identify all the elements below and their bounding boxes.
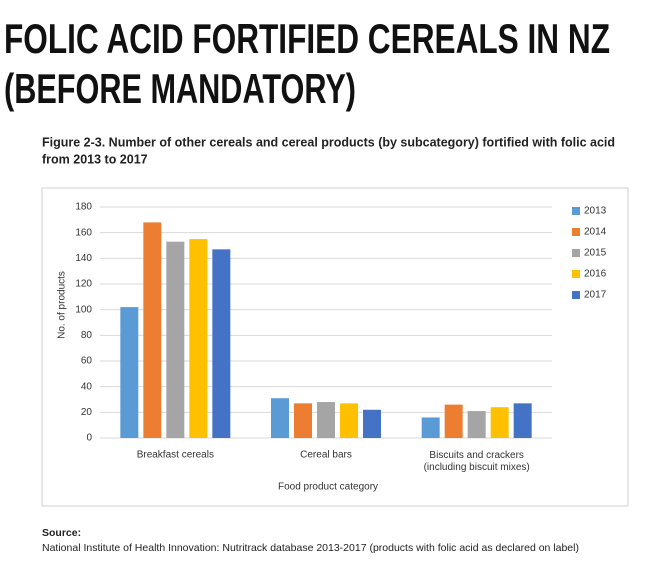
bar [294, 403, 312, 438]
bar [421, 417, 440, 438]
y-tick-label: 100 [75, 304, 92, 315]
bar [363, 409, 381, 438]
bar [513, 403, 532, 438]
legend-label: 2013 [584, 206, 607, 217]
y-tick-label: 180 [75, 202, 92, 213]
bar [317, 402, 335, 438]
bar [189, 239, 208, 438]
legend-swatch [572, 249, 580, 257]
chart-frame [41, 187, 629, 507]
legend-label: 2016 [584, 269, 607, 280]
y-tick-label: 40 [81, 381, 93, 392]
legend-label: 2015 [584, 248, 607, 259]
y-tick-label: 140 [75, 253, 92, 264]
y-tick-label: 0 [86, 433, 92, 444]
y-tick-label: 160 [75, 227, 92, 238]
y-tick-label: 20 [81, 407, 93, 418]
bar [212, 249, 231, 438]
legend-swatch [572, 270, 580, 278]
legend-label: 2017 [584, 290, 607, 301]
bar [143, 222, 162, 438]
y-axis-title: No. of products [57, 271, 68, 339]
legend-swatch [572, 228, 580, 236]
legend-label: 2014 [584, 227, 607, 238]
bar [467, 411, 486, 438]
bar [271, 398, 289, 438]
bar [444, 404, 463, 438]
bar [166, 241, 185, 438]
y-tick-label: 80 [81, 330, 93, 341]
x-tick-label: Breakfast cereals [137, 450, 214, 461]
figure-caption: Figure 2-3. Number of other cereals and … [42, 135, 615, 149]
x-tick-label: Biscuits and crackers (including biscuit … [424, 450, 530, 473]
legend-swatch [572, 291, 580, 299]
figure-caption: from 2013 to 2017 [42, 152, 148, 166]
y-tick-label: 120 [75, 279, 92, 290]
source-text: National Institute of Health Innovation:… [42, 542, 579, 554]
slide-title-line: (BEFORE MANDATORY) [4, 65, 356, 112]
x-tick-label: Cereal bars [300, 450, 352, 461]
y-tick-label: 60 [81, 356, 93, 367]
slide-title-line: FOLIC ACID FORTIFIED CEREALS IN NZ [4, 15, 610, 62]
bar [490, 407, 509, 438]
x-axis-title: Food product category [278, 482, 378, 493]
bar [340, 403, 358, 438]
source-label: Source: [42, 527, 81, 539]
legend-swatch [572, 207, 580, 215]
bar [120, 307, 139, 438]
